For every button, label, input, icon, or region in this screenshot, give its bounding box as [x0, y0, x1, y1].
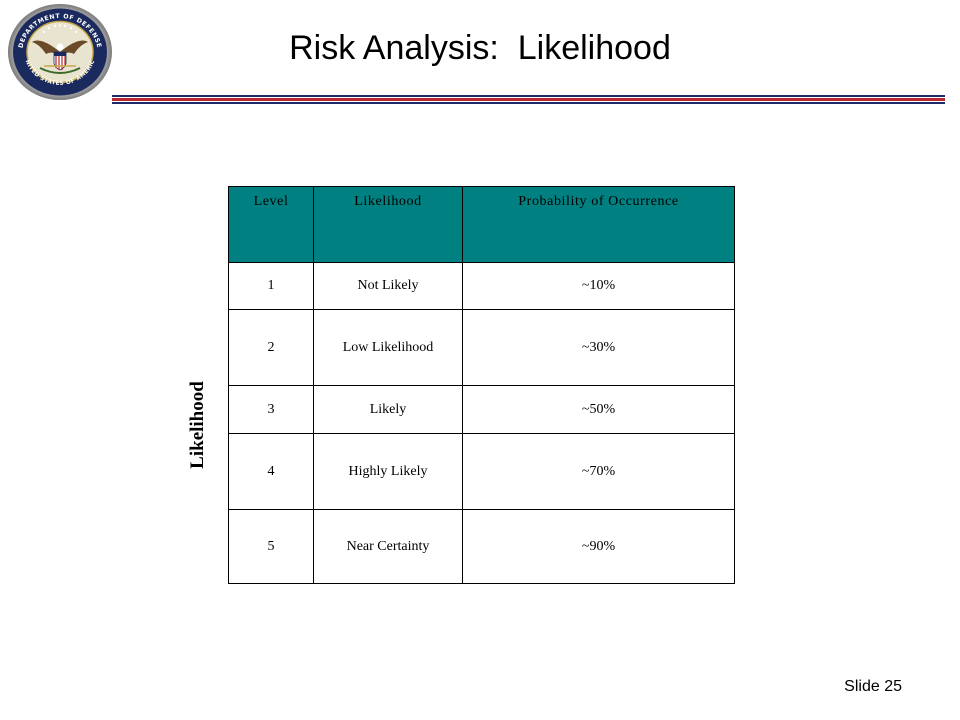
title-divider: [112, 95, 945, 105]
table-row: 3 Likely ~50%: [228, 385, 735, 434]
likelihood-cell: Low Likelihood: [313, 309, 463, 386]
likelihood-axis-label: Likelihood: [187, 381, 208, 469]
level-cell: 4: [228, 433, 314, 510]
level-cell: 1: [228, 262, 314, 310]
table-row: 1 Not Likely ~10%: [228, 262, 735, 310]
likelihood-cell: Likely: [313, 385, 463, 434]
department-of-defense-seal-icon: DEPARTMENT OF DEFENSE UNITED STATES OF A…: [4, 2, 112, 100]
probability-cell: ~70%: [462, 433, 735, 510]
probability-cell: ~30%: [462, 309, 735, 386]
likelihood-cell: Near Certainty: [313, 509, 463, 584]
probability-cell: ~90%: [462, 509, 735, 584]
likelihood-table: Level Likelihood Probability of Occurren…: [228, 186, 735, 584]
level-cell: 3: [228, 385, 314, 434]
likelihood-cell: Highly Likely: [313, 433, 463, 510]
slide-number: Slide 25: [844, 678, 902, 695]
table-row: 4 Highly Likely ~70%: [228, 433, 735, 510]
header-likelihood: Likelihood: [313, 186, 463, 263]
slide-title: Risk Analysis: Likelihood: [289, 29, 671, 67]
header-probability: Probability of Occurrence: [462, 186, 735, 263]
table-row: 2 Low Likelihood ~30%: [228, 309, 735, 386]
probability-cell: ~50%: [462, 385, 735, 434]
header-level: Level: [228, 186, 314, 263]
probability-cell: ~10%: [462, 262, 735, 310]
likelihood-cell: Not Likely: [313, 262, 463, 310]
table-row: 5 Near Certainty ~90%: [228, 509, 735, 584]
table-header-row: Level Likelihood Probability of Occurren…: [228, 186, 735, 263]
level-cell: 2: [228, 309, 314, 386]
level-cell: 5: [228, 509, 314, 584]
